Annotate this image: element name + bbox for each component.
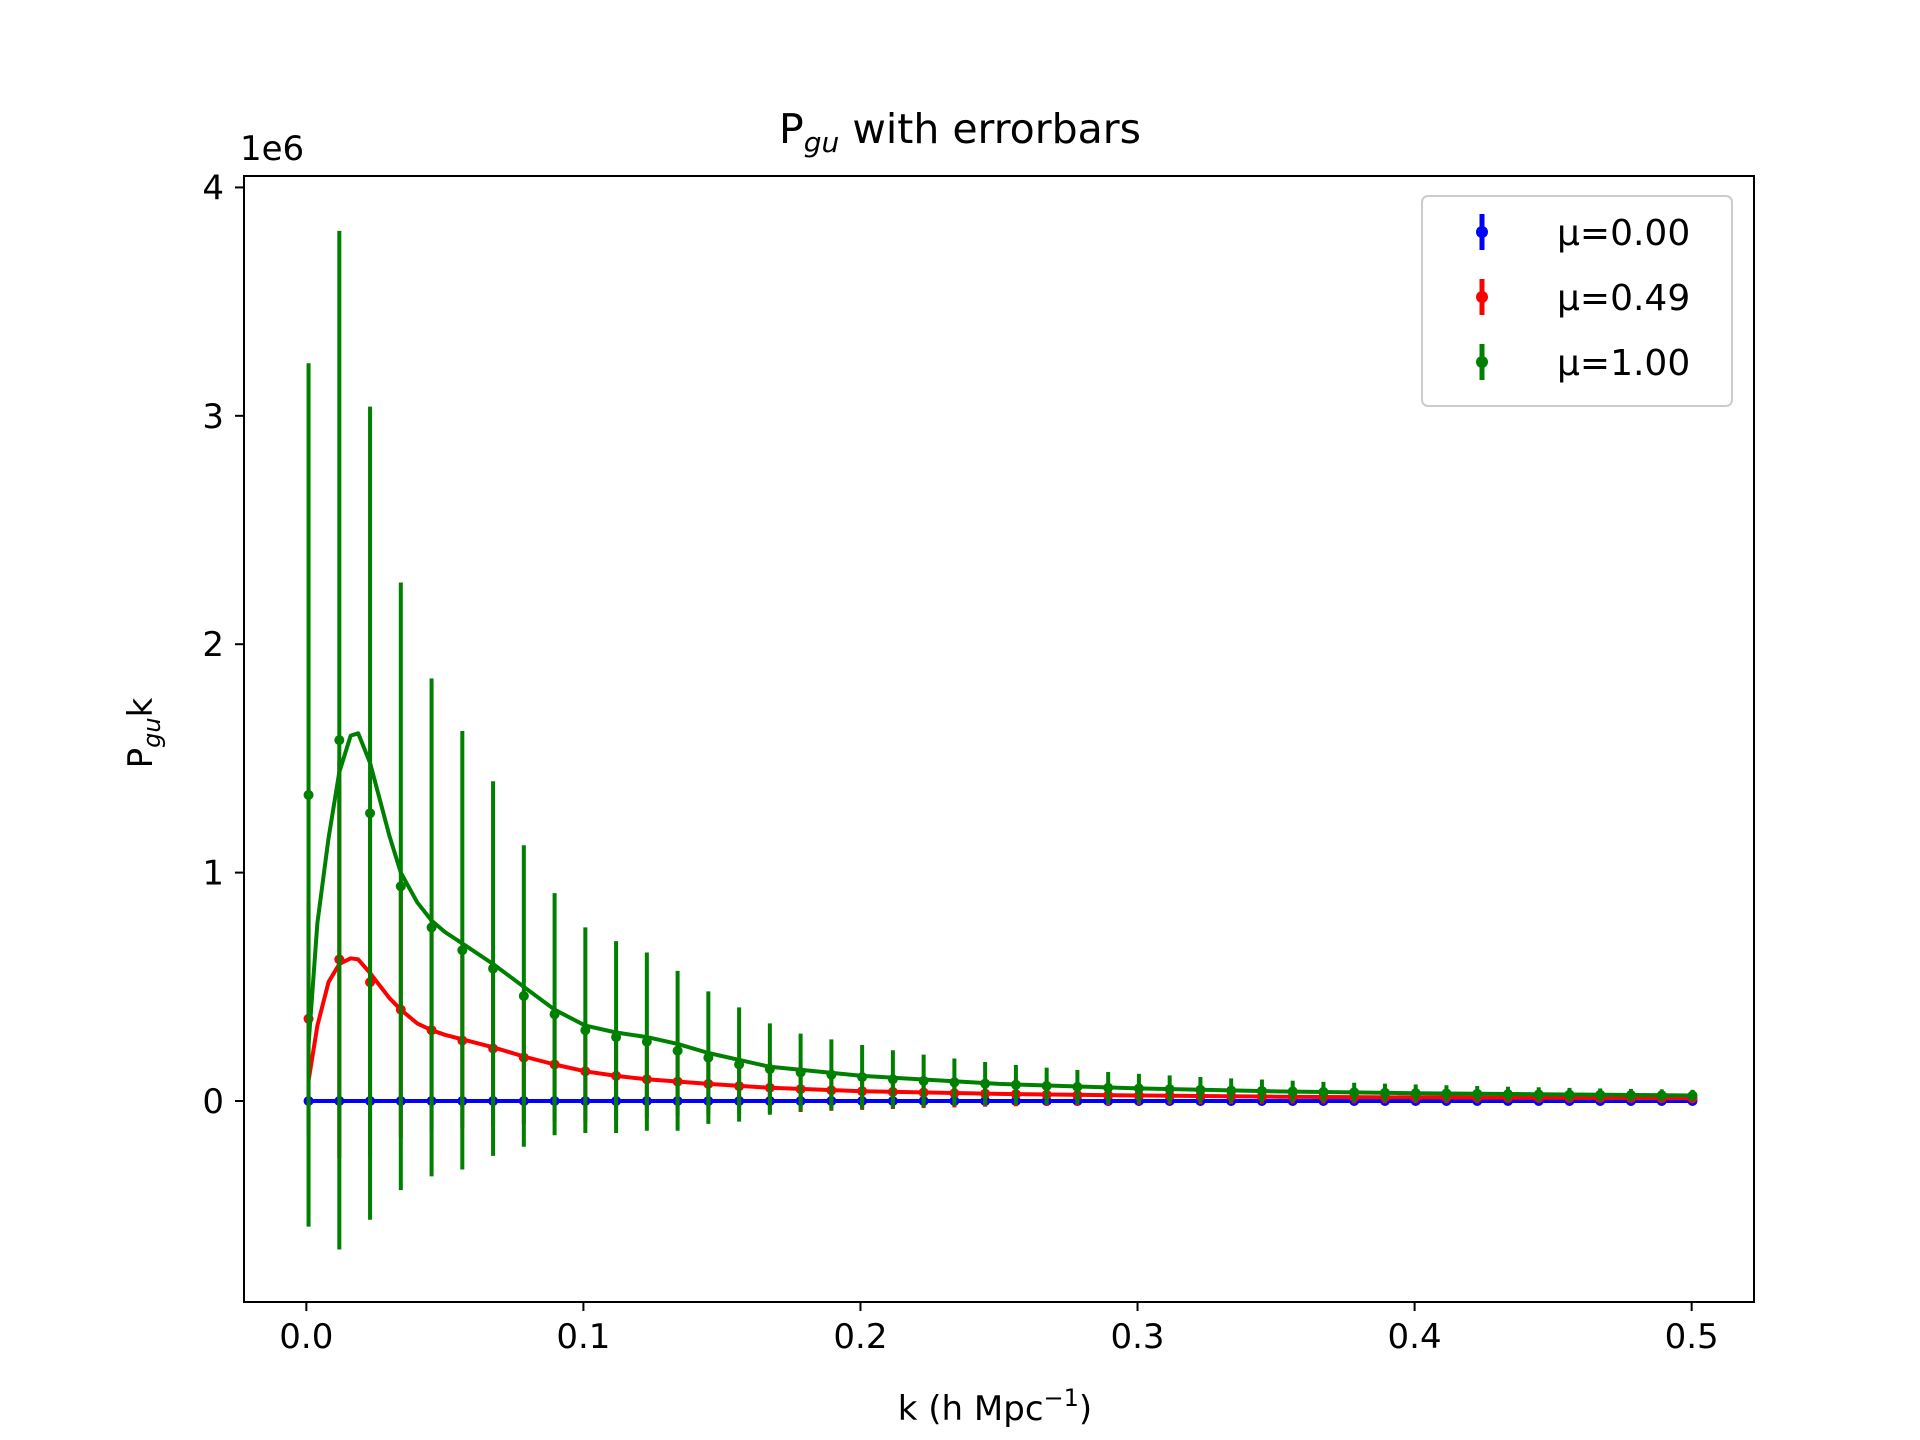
series-2-point	[918, 1075, 929, 1086]
axes: 0.0 0.1 0.2 0.3 0.4 0.5 0 1 2 3 4	[202, 168, 1755, 1357]
series-2-point	[1195, 1084, 1206, 1095]
series-2-point	[887, 1074, 898, 1085]
series-2-point	[611, 1032, 622, 1043]
series-2-point	[672, 1045, 683, 1056]
legend-marker-point	[1476, 226, 1488, 238]
series-2-point	[826, 1069, 837, 1080]
legend: μ=0.00 μ=0.49 μ=1.00	[1421, 195, 1733, 407]
y-tick-label: 0	[202, 1082, 224, 1122]
series-2-point	[488, 963, 499, 974]
y-tick-label: 4	[202, 168, 224, 208]
series-2-point	[1164, 1084, 1175, 1095]
x-tick-label: 0.4	[1388, 1317, 1442, 1357]
series-2-point	[1502, 1089, 1513, 1100]
series-2-point	[365, 808, 376, 819]
x-axis-label-rest: )	[1079, 1389, 1092, 1429]
series-2-point	[641, 1036, 652, 1047]
axes-frame	[243, 175, 1755, 1303]
series-2-point	[426, 922, 437, 933]
series-2-point	[1656, 1090, 1667, 1101]
chart-title-sub: gu	[804, 126, 840, 159]
x-tick-label: 0.5	[1665, 1317, 1719, 1357]
y-axis-label-sub: gu	[138, 717, 166, 747]
legend-marker-point	[1476, 356, 1488, 368]
series-2-point	[1133, 1083, 1144, 1094]
series-2-point	[1441, 1088, 1452, 1099]
series-1-curve	[306, 956, 1692, 1101]
plot-area	[303, 230, 1698, 1250]
series-2-point	[1533, 1089, 1544, 1100]
x-tick-label: 0.3	[1110, 1317, 1164, 1357]
chart-title-main: P	[779, 105, 804, 153]
series-2-point	[857, 1072, 868, 1083]
series-2-point	[1287, 1086, 1298, 1097]
x-axis-label-sup: −1	[1044, 1384, 1079, 1412]
series-2-point	[580, 1025, 591, 1036]
y-axis-label-main: P	[121, 748, 161, 769]
series-2-point	[1226, 1085, 1237, 1096]
legend-label: μ=0.49	[1557, 278, 1690, 319]
series-2-point	[395, 881, 406, 892]
x-tick-label: 0.2	[833, 1317, 887, 1357]
plot-content	[303, 230, 1698, 1250]
y-axis-label-rest: k	[121, 697, 161, 717]
series-2-point	[980, 1078, 991, 1089]
series-2-point	[1318, 1086, 1329, 1097]
series-2-point	[764, 1064, 775, 1075]
x-axis-label-main: k (h Mpc	[898, 1389, 1044, 1429]
series-2-point	[1103, 1082, 1114, 1093]
series-2-point	[1041, 1080, 1052, 1091]
x-axis-label: k (h Mpc−1)	[898, 1384, 1092, 1429]
series-2-point	[1472, 1088, 1483, 1099]
series-2-point	[1010, 1079, 1021, 1090]
series-2-point	[795, 1067, 806, 1078]
y-axis-label: Pguk	[121, 697, 166, 768]
x-tick-label: 0.1	[556, 1317, 610, 1357]
series-2-point	[1349, 1087, 1360, 1098]
series-2-point	[1379, 1087, 1390, 1098]
series-2-point	[549, 1009, 560, 1020]
series-2-point	[303, 789, 314, 800]
series-2-point	[703, 1052, 714, 1063]
series-2-point	[518, 990, 529, 1001]
legend-label: μ=0.00	[1557, 213, 1690, 254]
series-2-point	[734, 1059, 745, 1070]
y-tick-label: 3	[202, 397, 224, 437]
y-tick-label: 1	[202, 854, 224, 894]
series-2-point	[1595, 1089, 1606, 1100]
series-2-point	[334, 735, 345, 746]
series-2-point	[1625, 1090, 1636, 1101]
legend-label: μ=1.00	[1557, 343, 1690, 384]
series-2-point	[1564, 1089, 1575, 1100]
y-offset-text: 1e6	[240, 129, 304, 169]
series-2-point	[1410, 1088, 1421, 1099]
series-2-point	[1256, 1085, 1267, 1096]
series-2-point	[457, 945, 468, 956]
chart-title: Pgu with errorbars	[779, 105, 1141, 159]
y-tick-label: 2	[202, 625, 224, 665]
series-2-point	[949, 1077, 960, 1088]
series-2	[303, 230, 1698, 1250]
chart-title-rest: with errorbars	[839, 105, 1141, 153]
legend-box	[1421, 195, 1733, 407]
legend-marker-point	[1476, 291, 1488, 303]
series-2-point	[1072, 1081, 1083, 1092]
series-2-point	[1687, 1090, 1698, 1101]
x-tick-label: 0.0	[279, 1317, 333, 1357]
